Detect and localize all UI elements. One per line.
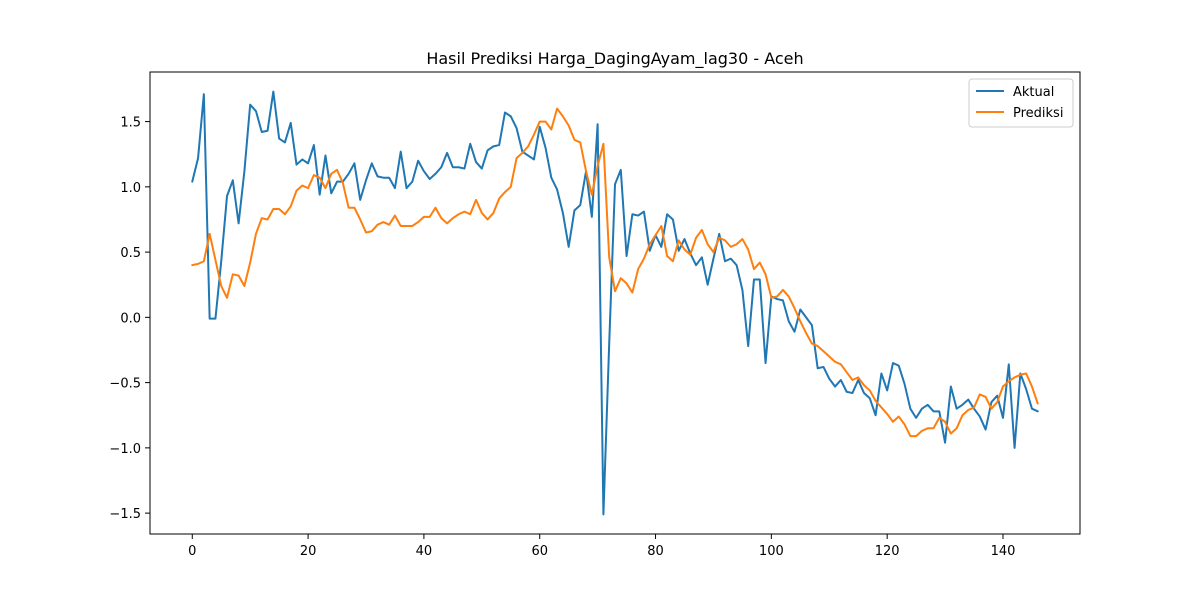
x-tick-label: 100: [759, 544, 784, 559]
y-tick-label: −0.5: [109, 377, 141, 392]
y-tick-label: −1.5: [109, 507, 141, 522]
x-tick-label: 120: [875, 544, 900, 559]
y-tick-label: −1.0: [109, 442, 141, 457]
x-tick-label: 0: [188, 544, 196, 559]
plot-lines: [191, 90, 1039, 516]
y-tick-label: 0.0: [120, 311, 141, 326]
x-tick-label: 140: [991, 544, 1016, 559]
legend-label-prediksi: Prediksi: [1013, 106, 1063, 121]
y-tick-label: 0.5: [120, 246, 141, 261]
plot-frame: [149, 71, 1081, 535]
legend: Aktual Prediksi: [968, 78, 1074, 128]
x-tick-label: 20: [300, 544, 317, 559]
x-tick-label: 80: [647, 544, 664, 559]
x-tick-label: 40: [416, 544, 433, 559]
y-axis-ticks: −1.5 −1.0 −0.5 0.0 0.5 1.0 1.5: [109, 116, 150, 522]
series-line-prediksi: [191, 107, 1039, 438]
legend-label-aktual: Aktual: [1013, 85, 1054, 100]
x-axis-ticks: 0 20 40 60 80 100 120 140: [188, 534, 1015, 559]
x-tick-label: 60: [531, 544, 548, 559]
chart-title: Hasil Prediksi Harga_DagingAyam_lag30 - …: [426, 49, 803, 69]
y-tick-label: 1.5: [120, 116, 141, 131]
series-line-aktual: [191, 90, 1039, 516]
y-tick-label: 1.0: [120, 181, 141, 196]
